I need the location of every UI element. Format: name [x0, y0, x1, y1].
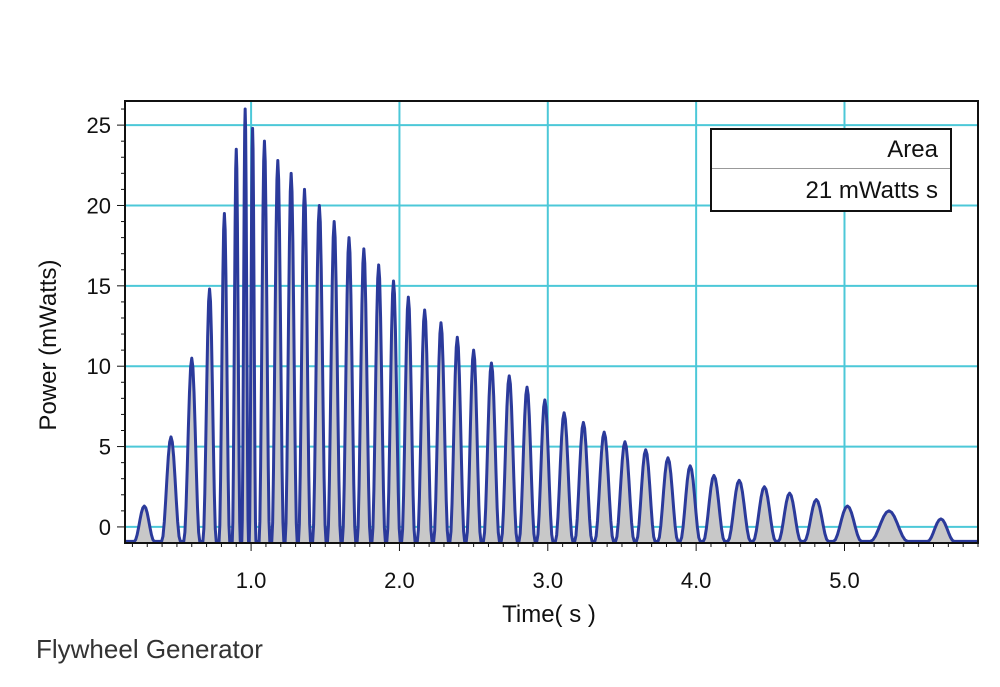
x-tick-label: 2.0 [384, 568, 415, 593]
y-tick-label: 15 [87, 274, 111, 299]
y-tick-label: 0 [99, 515, 111, 540]
x-axis-label: Time( s ) [502, 601, 596, 628]
area-readout-value: 21 mWatts s [805, 177, 938, 204]
area-readout-header: Area [712, 130, 950, 169]
power-area-fill [125, 109, 978, 543]
x-tick-label: 4.0 [681, 568, 712, 593]
y-tick-label: 10 [87, 354, 111, 379]
x-tick-label: 3.0 [532, 568, 563, 593]
x-minor-ticks [131, 543, 979, 551]
x-tick-labels: 1.0 2.0 3.0 4.0 5.0 [236, 568, 860, 593]
x-tick-label: 5.0 [829, 568, 860, 593]
y-tick-labels: 0 5 10 15 20 25 [87, 113, 111, 540]
y-tick-label: 25 [87, 113, 111, 138]
series-area [125, 109, 978, 543]
plot-frame [124, 100, 979, 544]
y-tick-label: 20 [87, 193, 111, 218]
y-tick-label: 5 [99, 435, 111, 460]
y-minor-ticks [117, 108, 125, 528]
y-axis-label: Power (mWatts) [35, 259, 62, 430]
x-tick-label: 1.0 [236, 568, 267, 593]
area-readout-box: Area 21 mWatts s [710, 128, 952, 212]
figure-caption: Flywheel Generator [36, 634, 263, 664]
series-line [125, 107, 978, 543]
power-line [125, 107, 978, 543]
